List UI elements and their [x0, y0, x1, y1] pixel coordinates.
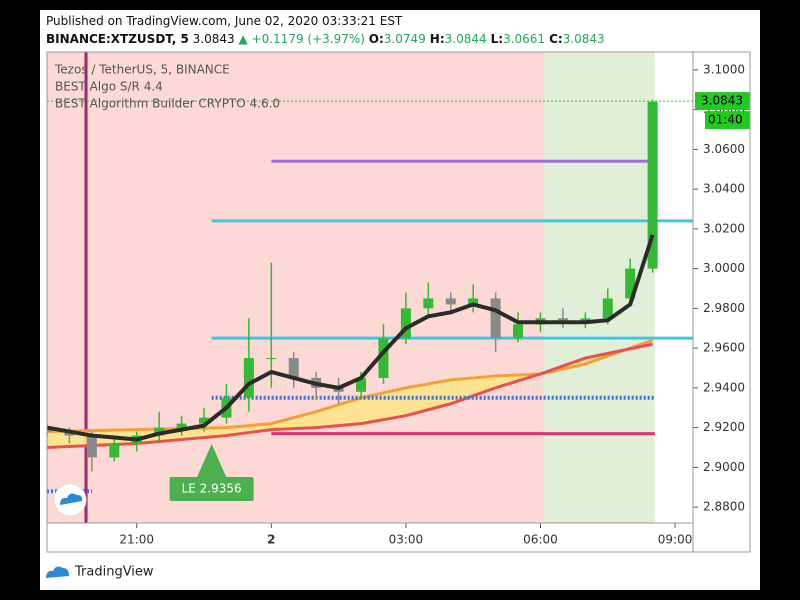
y-tick-label: 2.9200	[703, 420, 745, 434]
candle-body	[423, 298, 434, 309]
symbol: BINANCE:XTZUSDT, 5	[46, 32, 189, 46]
candle-body	[513, 324, 524, 339]
ohlc-value: 3.0661	[503, 32, 546, 46]
candle-body	[356, 377, 367, 392]
x-tick-label: 2	[267, 533, 275, 547]
candle-body	[378, 338, 389, 378]
footer-logo	[46, 566, 69, 578]
candle-body	[109, 443, 120, 458]
ohlc-label: O:	[368, 32, 384, 46]
candle-body	[86, 435, 97, 458]
y-tick-label: 3.0400	[703, 182, 745, 196]
plot	[47, 52, 693, 523]
symbol-line: BINANCE:XTZUSDT, 5 3.0843 ▲ +0.1179 (+3.…	[46, 32, 609, 46]
y-tick-label: 3.0000	[703, 261, 745, 275]
price-tag	[695, 92, 750, 111]
candle-body	[199, 417, 210, 424]
candle-body	[266, 358, 277, 360]
published: Published on TradingView.com, June 02, 2…	[46, 14, 403, 28]
candle-body	[400, 308, 411, 339]
average-line	[47, 234, 655, 442]
candle-body	[288, 358, 299, 378]
ribbon-line	[47, 342, 653, 449]
y-tick-label: 3.0600	[703, 142, 745, 156]
y-tick-label: 2.9000	[703, 460, 745, 474]
ohlc-label: L:	[490, 32, 504, 46]
legend-text: BEST Algo S/R 4.4	[55, 80, 163, 94]
candle-body	[490, 298, 501, 339]
zone	[47, 52, 545, 523]
change: ▲ +0.1179 (+3.97%)	[238, 32, 365, 46]
ohlc-value: 3.0844	[444, 32, 487, 46]
candle-body	[557, 318, 568, 321]
candle-body	[647, 101, 658, 269]
x-tick-label: 21:00	[119, 533, 154, 547]
legend-text: Tezos / TetherUS, 5, BINANCE	[54, 63, 230, 77]
candle-body	[625, 268, 636, 299]
y-tick-label: 3.0200	[703, 221, 745, 235]
candle-body	[468, 298, 479, 305]
ohlc-value: 3.0843	[562, 32, 605, 46]
entry-arrow	[196, 444, 227, 478]
y-tick-label: 2.9800	[703, 301, 745, 315]
ohlc: O:3.0749 H:3.0844 L:3.0661 C:3.0843	[369, 32, 609, 46]
price-tag-label: 3.0843	[701, 94, 743, 108]
footer-brand: TradingView	[74, 565, 154, 580]
y-tick-label: 2.9600	[703, 341, 745, 355]
y-tick-label: 2.8800	[703, 500, 745, 514]
x-tick-label: 09:00	[658, 533, 693, 547]
ohlc-label: H:	[429, 32, 445, 46]
logo-cloud	[60, 493, 83, 505]
entry-box	[169, 477, 254, 501]
countdown-tag	[705, 111, 750, 130]
x-tick-label: 03:00	[389, 533, 424, 547]
zone	[544, 52, 655, 523]
entry-label: LE 2.9356	[182, 482, 242, 496]
candle-body	[176, 423, 187, 428]
ohlc-label: C:	[549, 32, 563, 46]
ohlc-value: 3.0749	[383, 32, 426, 46]
plot-frame	[46, 51, 751, 553]
candle-body	[243, 358, 254, 398]
x-tick-label: 06:00	[523, 533, 558, 547]
candle-body	[580, 318, 591, 321]
candle-body	[445, 298, 456, 305]
legend-text: BEST Algorithm Builder CRYPTO 4.6.0	[55, 97, 280, 111]
countdown: 01:40	[708, 113, 743, 127]
last: 3.0843	[192, 32, 235, 46]
candle-body	[602, 298, 613, 319]
y-tick-label: 2.9400	[703, 380, 745, 394]
y-tick-label: 3.1000	[703, 62, 745, 76]
